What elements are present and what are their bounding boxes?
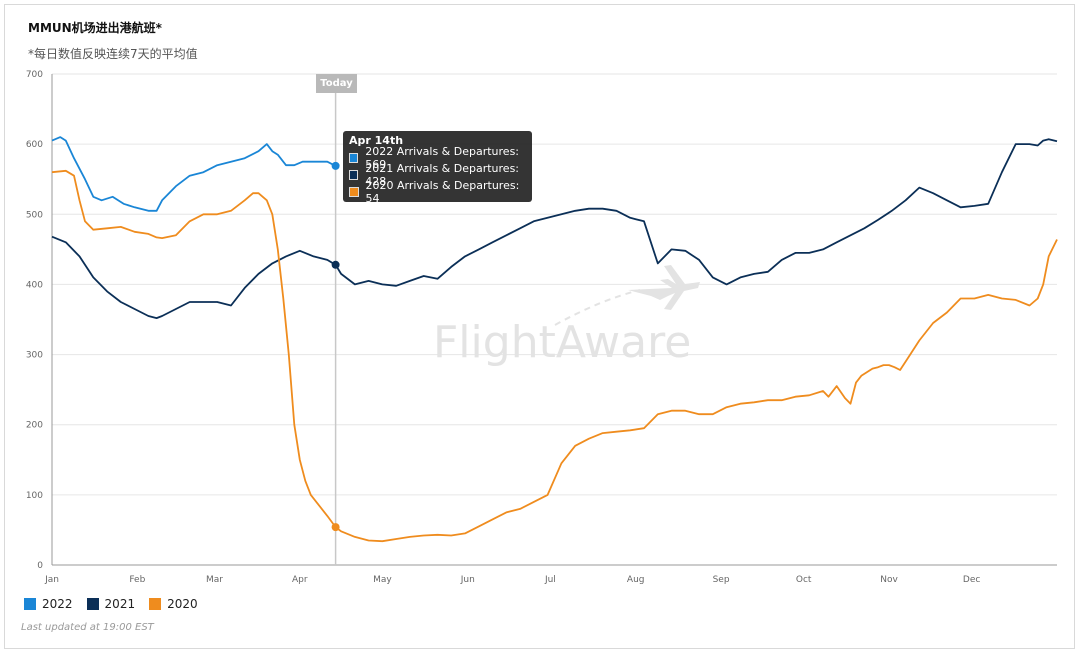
y-tick-label: 300	[26, 351, 43, 361]
today-marker-2021[interactable]	[331, 260, 340, 269]
watermark-text: FlightAware	[433, 317, 691, 368]
plane-icon	[554, 265, 700, 326]
tooltip: Apr 14th 2022 Arrivals & Departures: 569…	[343, 131, 532, 205]
x-tick-label: Dec	[963, 575, 980, 585]
x-tick-label: Jun	[460, 575, 475, 585]
x-tick-label: May	[373, 575, 392, 585]
y-tick-label: 200	[26, 421, 43, 431]
x-tick-label: Nov	[880, 575, 898, 585]
y-tick-label: 0	[37, 561, 43, 571]
y-tick-label: 500	[26, 210, 43, 220]
tooltip-swatch-2021	[349, 169, 359, 180]
legend-item-2020[interactable]: 2020	[149, 597, 198, 611]
x-tick-label: Aug	[627, 575, 645, 585]
series-line-2022[interactable]	[51, 136, 337, 212]
series-line-2021[interactable]	[51, 138, 1058, 320]
legend-label-2022: 2022	[42, 597, 73, 611]
tooltip-text-2020: 2020 Arrivals & Departures: 54	[365, 178, 520, 205]
tooltip-row-2020: 2020 Arrivals & Departures: 54	[349, 179, 526, 205]
chart-subtitle: *每日数值反映连续7天的平均值	[28, 47, 198, 61]
last-updated: Last updated at 19:00 EST	[21, 622, 154, 633]
x-tick-label: Apr	[292, 575, 308, 585]
x-tick-label: Sep	[713, 575, 730, 585]
legend-swatch-2022	[24, 598, 36, 610]
series-markers	[331, 161, 340, 532]
legend-swatch-2020	[149, 598, 162, 610]
legend-label-2021: 2021	[104, 597, 136, 611]
chart-frame	[4, 4, 1075, 649]
tooltip-title: Apr 14th	[349, 134, 404, 147]
today-badge: Today	[316, 74, 357, 93]
legend-item-2022[interactable]: 2022	[24, 597, 73, 611]
y-tick-label: 400	[26, 280, 43, 290]
legend: 2022 2021 2020	[24, 597, 198, 611]
legend-swatch-2021	[86, 598, 99, 610]
chart-title: MMUN机场进出港航班*	[28, 21, 162, 35]
y-tick-label: 600	[26, 140, 43, 150]
x-tick-label: Mar	[206, 575, 223, 585]
x-tick-label: Oct	[796, 575, 812, 585]
y-tick-label: 100	[26, 491, 43, 501]
x-tick-label: Jul	[544, 575, 556, 585]
x-axis: Jan Feb Mar Apr May Jun Jul Aug Sep Oct Nov Dec	[44, 575, 980, 585]
tooltip-text-2022: 2022 Arrivals & Departures: 569	[365, 144, 520, 171]
series-line-2020[interactable]	[51, 169, 1058, 543]
series-lines	[51, 136, 1058, 543]
tooltip-row-2021: 2021 Arrivals & Departures: 428	[349, 162, 526, 188]
x-tick-label: Feb	[129, 575, 145, 585]
tooltip-row-2022: 2022 Arrivals & Departures: 569	[349, 145, 526, 171]
x-tick-label: Jan	[44, 575, 59, 585]
today-marker-2022[interactable]	[331, 161, 340, 170]
legend-label-2020: 2020	[167, 597, 198, 611]
tooltip-swatch-2022	[349, 152, 359, 163]
today-marker-2020[interactable]	[331, 523, 340, 532]
y-tick-label: 700	[26, 70, 43, 80]
tooltip-swatch-2020	[349, 186, 359, 197]
y-axis: 0 100 200 300 400 500 600 700	[26, 70, 43, 571]
tooltip-text-2021: 2021 Arrivals & Departures: 428	[365, 161, 520, 188]
legend-item-2021[interactable]: 2021	[86, 597, 136, 611]
